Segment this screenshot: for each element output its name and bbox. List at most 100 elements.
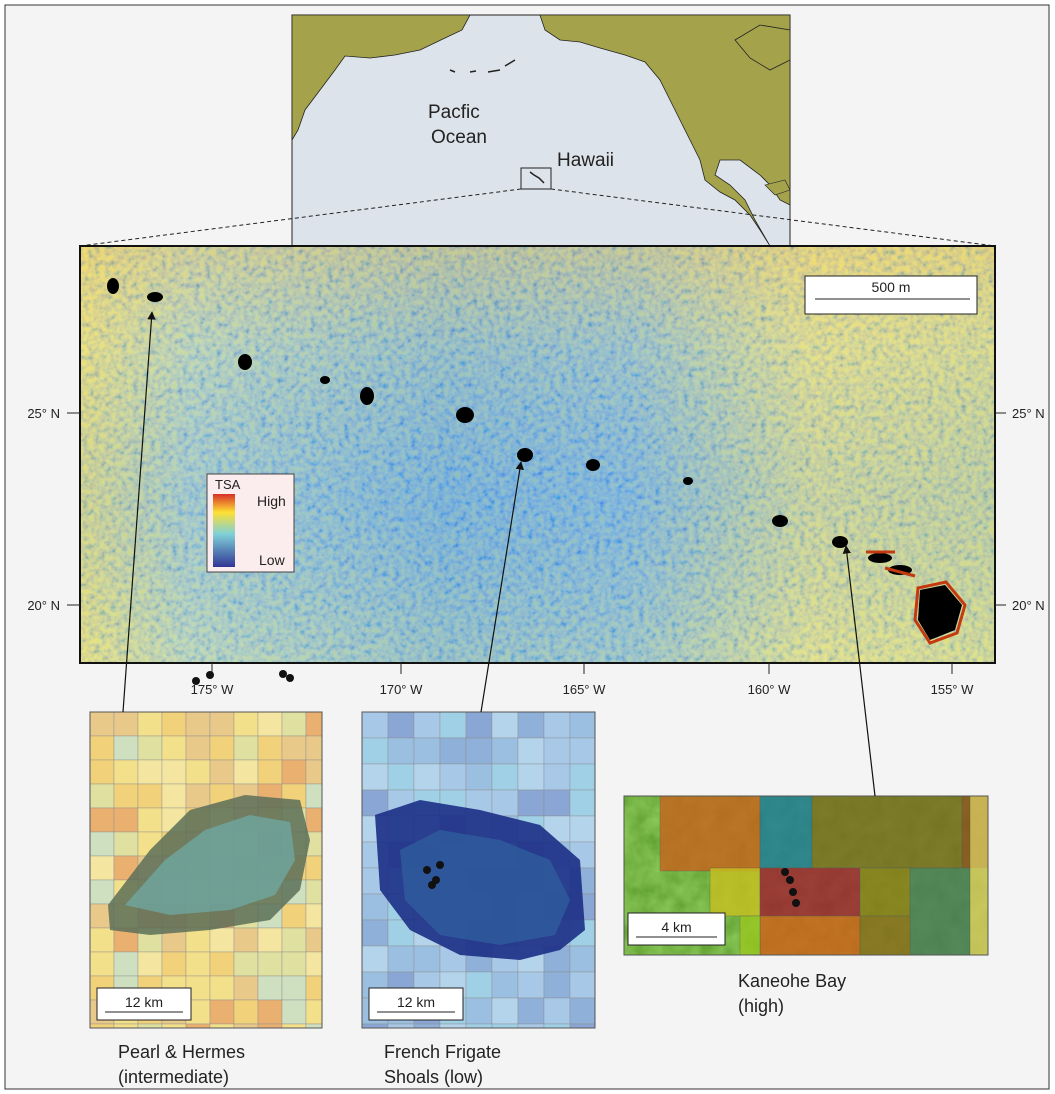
grid-cell: [465, 971, 493, 999]
grid-cell: [209, 999, 235, 1025]
site-dot: [286, 674, 294, 682]
grid-cell: [89, 735, 115, 761]
grid-cell: [569, 789, 596, 817]
lagoon: [400, 830, 570, 945]
grid-cell: [909, 867, 971, 956]
grid-cell: [185, 951, 211, 977]
grid-cell: [257, 927, 283, 953]
grid-cell: [811, 795, 963, 869]
grid-cell: [517, 737, 545, 765]
inset-pearl-hermes: 12 km: [89, 670, 323, 1029]
grid-cell: [113, 711, 139, 737]
grid-cell: [517, 971, 545, 999]
grid-cell: [185, 1023, 211, 1029]
grid-cell: [305, 927, 323, 953]
grid-cell: [517, 711, 545, 739]
grid-cell: [89, 831, 115, 857]
grid-cell: [465, 997, 493, 1025]
grid-cell: [185, 711, 211, 737]
grid-cell: [569, 737, 596, 765]
grid-cell: [569, 711, 596, 739]
lat-label: 20° N: [27, 598, 60, 613]
lat-label: 20° N: [1012, 598, 1045, 613]
grid-cell: [413, 945, 441, 973]
grid-cell: [233, 735, 259, 761]
grid-cell: [465, 1023, 493, 1029]
grid-cell: [89, 855, 115, 881]
grid-cell: [209, 711, 235, 737]
grid-cell: [161, 711, 187, 737]
grid-cell: [89, 1023, 115, 1029]
overview-map: Pacfic Ocean Hawaii: [291, 14, 791, 247]
grid-cell: [387, 763, 415, 791]
lon-label: 155° W: [931, 682, 975, 697]
lat-label: 25° N: [27, 406, 60, 421]
inset-border: [361, 711, 596, 1029]
inset-caption: (intermediate): [118, 1067, 229, 1087]
grid-cell: [305, 855, 323, 881]
grid-cell: [89, 927, 115, 953]
inset-caption: Shoals (low): [384, 1067, 483, 1087]
scale-bar-label: 12 km: [125, 994, 163, 1010]
ocean-label: Ocean: [431, 127, 487, 148]
grid-cell: [281, 951, 307, 977]
grid-cell: [209, 759, 235, 785]
grid-cell: [569, 763, 596, 791]
grid-cell: [89, 951, 115, 977]
grid-cell: [569, 945, 596, 973]
grid-cell: [413, 711, 441, 739]
grid-cell: [257, 999, 283, 1025]
inset-caption: Pearl & Hermes: [118, 1042, 245, 1062]
grid-cell: [113, 831, 139, 857]
grid-cell: [305, 975, 323, 1001]
lon-label: 175° W: [191, 682, 235, 697]
grid-cell: [517, 763, 545, 791]
site-dot: [279, 670, 287, 678]
grid-cell: [233, 999, 259, 1025]
grid-cell: [387, 945, 415, 973]
grid-cell: [281, 735, 307, 761]
site-dot: [789, 888, 797, 896]
grid-cell: [161, 1023, 187, 1029]
grid-cell: [305, 951, 323, 977]
grid-cell: [257, 1023, 283, 1029]
grid-cell: [759, 867, 861, 917]
main-map: 500 m TSA High Low 25° N 20° N 25° N 20°…: [27, 245, 1045, 674]
grid-cell: [161, 951, 187, 977]
grid-cell: [543, 997, 571, 1025]
grid-cell: [543, 763, 571, 791]
scale-bar-label: 12 km: [397, 994, 435, 1010]
grid-cell: [305, 999, 323, 1025]
grid-cell: [209, 735, 235, 761]
grid-cell: [305, 711, 323, 737]
lagoon: [125, 815, 295, 915]
site-dot: [192, 677, 200, 685]
grid-cell: [361, 919, 389, 947]
grid-cell: [233, 975, 259, 1001]
grid-cell: [209, 1023, 235, 1029]
grid-cell: [113, 807, 139, 833]
grid-cell: [281, 927, 307, 953]
grid-cell: [361, 711, 389, 739]
grid-cell: [569, 815, 596, 843]
inset-kaneohe: 4 km: [623, 795, 989, 956]
grid-cell: [209, 951, 235, 977]
grid-cell: [465, 711, 493, 739]
legend-low: Low: [259, 552, 286, 568]
grid-cell: [491, 971, 519, 999]
grid-cell: [569, 1023, 596, 1029]
site-dot: [792, 899, 800, 907]
grid-cell: [281, 999, 307, 1025]
grid-cell: [305, 759, 323, 785]
grid-cell: [233, 711, 259, 737]
grid-cell: [439, 711, 467, 739]
grid-cell: [137, 783, 163, 809]
arrows: [122, 311, 876, 797]
scale-bar-box: [96, 987, 192, 1021]
grid-cell: [305, 879, 323, 905]
grid-cell: [543, 1023, 571, 1029]
grid-cell: [759, 795, 813, 869]
inset-caption: Kaneohe Bay: [738, 971, 846, 991]
grid-cell: [491, 737, 519, 765]
inset-caption: French Frigate: [384, 1042, 501, 1062]
